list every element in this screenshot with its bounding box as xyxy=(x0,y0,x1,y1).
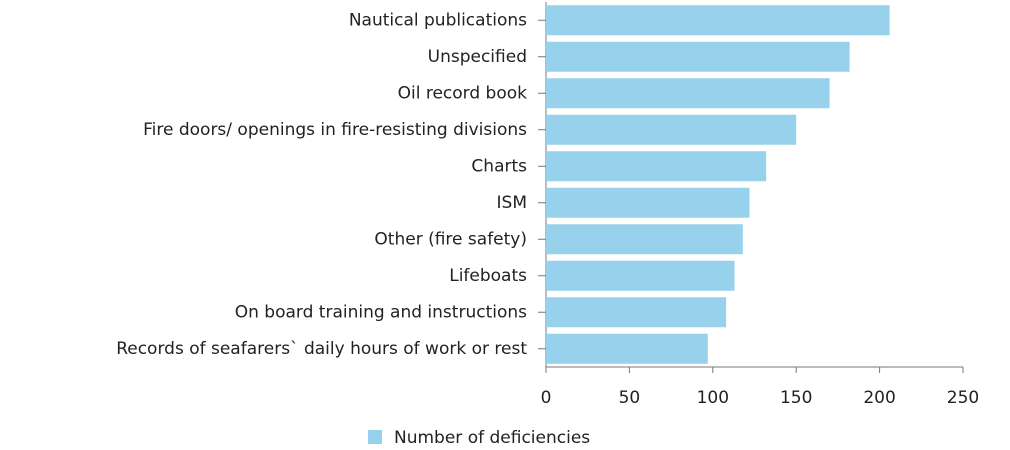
y-tick-label: Lifeboats xyxy=(449,266,527,286)
y-tick-label: Unspecified xyxy=(428,47,527,67)
bar xyxy=(546,151,767,182)
bar xyxy=(546,5,890,36)
x-tick-label: 200 xyxy=(863,388,895,408)
y-tick-label: ISM xyxy=(497,193,527,213)
bar xyxy=(546,297,727,328)
y-tick-label: Oil record book xyxy=(398,83,528,103)
x-tick-label: 150 xyxy=(780,388,812,408)
legend-swatch xyxy=(368,430,382,444)
y-tick-label: Nautical publications xyxy=(349,10,527,30)
y-tick-label: Records of seafarers` daily hours of wor… xyxy=(116,339,527,359)
x-tick-label: 0 xyxy=(541,388,552,408)
bar xyxy=(546,224,743,255)
y-tick-label: On board training and instructions xyxy=(235,302,527,322)
bar xyxy=(546,333,708,364)
bar xyxy=(546,260,735,291)
bar xyxy=(546,41,850,72)
bar xyxy=(546,114,797,145)
y-tick-label: Charts xyxy=(471,156,527,176)
legend-label: Number of deficiencies xyxy=(394,428,590,448)
x-tick-label: 250 xyxy=(947,388,979,408)
bar xyxy=(546,78,830,109)
x-tick-label: 50 xyxy=(619,388,641,408)
y-tick-label: Fire doors/ openings in fire-resisting d… xyxy=(143,120,527,140)
y-tick-label: Other (fire safety) xyxy=(374,229,527,249)
x-tick-label: 100 xyxy=(697,388,729,408)
bar xyxy=(546,187,750,218)
